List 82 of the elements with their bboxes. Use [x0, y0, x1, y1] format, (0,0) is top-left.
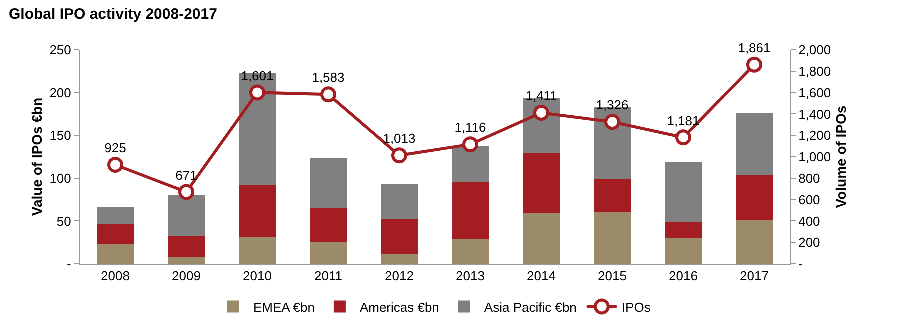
point: [604, 114, 620, 130]
y-axis-title: Value of IPOs €bn: [29, 98, 45, 216]
bar: [452, 146, 489, 183]
bar: [310, 158, 347, 208]
bar: [381, 184, 418, 220]
bar: [310, 242, 347, 264]
x-tick-label: 2008: [101, 268, 130, 284]
legend-label: Asia Pacific €bn: [484, 300, 577, 315]
bar: [168, 257, 205, 264]
data-label: 1,601: [241, 68, 274, 84]
x-tick-label: 2015: [598, 268, 627, 284]
bar: [168, 196, 205, 237]
y2-tick-label: 2,000: [798, 42, 832, 58]
bar: [523, 214, 560, 264]
bar: [97, 224, 134, 244]
data-label: 1,326: [596, 98, 629, 113]
x-tick-label: 2012: [385, 268, 414, 284]
legend-label: Americas €bn: [360, 300, 440, 315]
bar: [381, 219, 418, 255]
point: [320, 86, 336, 103]
bar: [736, 174, 773, 220]
bar: [452, 182, 489, 240]
x-tick-label: 2009: [172, 268, 201, 284]
bar: [665, 222, 702, 238]
bar: [523, 154, 560, 214]
y2-tick-label: 400: [798, 214, 820, 229]
y-tick-label: 200: [50, 85, 72, 100]
y-tick-label: 150: [50, 128, 72, 144]
bar: [239, 185, 276, 238]
data-label: 925: [104, 140, 126, 156]
y-tick-label: -: [67, 256, 72, 272]
bar: [736, 220, 773, 264]
legend-label: IPOs: [622, 300, 652, 315]
y-tick-label: 100: [50, 170, 72, 186]
data-label: 1,411: [526, 88, 558, 104]
bar: [665, 238, 702, 264]
x-tick-label: 2014: [527, 268, 556, 284]
bar: [594, 212, 631, 264]
y2-tick-label: 1,600: [798, 85, 832, 100]
point: [746, 56, 762, 73]
point: [462, 136, 478, 153]
data-label: 1,861: [738, 40, 771, 56]
data-label: 671: [176, 168, 198, 183]
y2-axis-title: Volume of IPOs: [833, 106, 850, 208]
point: [250, 84, 266, 101]
bar: [239, 237, 276, 264]
bar: [381, 254, 418, 264]
y2-tick-label: 1,200: [798, 128, 832, 144]
point: [178, 184, 194, 200]
bar: [97, 244, 134, 264]
y-tick-label: 50: [56, 214, 72, 229]
y2-tick-label: 1,000: [798, 150, 832, 165]
y-tick-label: 250: [50, 42, 72, 58]
x-tick-label: 2017: [740, 268, 769, 284]
bar: [452, 239, 489, 264]
y2-tick-label: 1,400: [798, 106, 832, 122]
point: [108, 157, 124, 174]
bar: [239, 73, 276, 186]
x-tick-label: 2011: [314, 268, 342, 284]
bar: [665, 162, 702, 222]
x-tick-label: 2013: [456, 268, 485, 284]
bar: [310, 208, 347, 243]
y2-tick-label: -: [798, 256, 803, 272]
data-label: 1,116: [454, 120, 486, 136]
y2-tick-label: 600: [798, 192, 820, 208]
x-tick-label: 2010: [243, 268, 272, 284]
y2-tick-label: 1,800: [798, 64, 832, 79]
bar: [736, 113, 773, 175]
legend-label: EMEA €bn: [254, 300, 315, 315]
point: [676, 130, 692, 146]
bar: [97, 208, 134, 225]
y2-tick-label: 200: [798, 235, 820, 250]
bar: [168, 236, 205, 258]
data-label: 1,181: [667, 113, 700, 128]
point: [392, 148, 408, 164]
y2-tick-label: 800: [798, 170, 820, 186]
data-label: 1,583: [312, 70, 345, 86]
data-label: 1,013: [383, 131, 416, 146]
x-tick-label: 2016: [669, 268, 698, 284]
point: [534, 105, 550, 122]
bar: [594, 179, 631, 212]
chart-title: Global IPO activity 2008-2017: [9, 6, 218, 23]
